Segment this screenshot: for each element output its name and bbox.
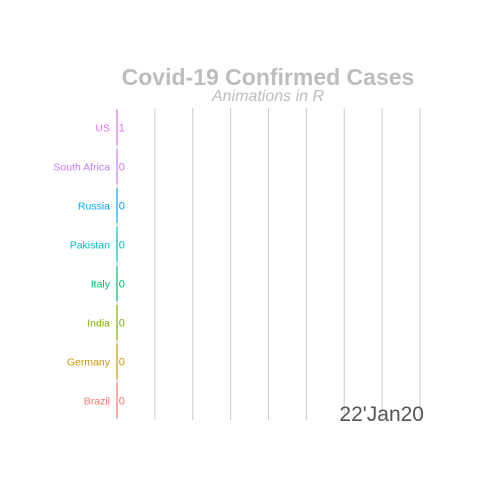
bar-south-africa (116, 148, 118, 185)
bar-india (116, 304, 118, 341)
date-label: 22'Jan20 (339, 403, 424, 426)
bar-pakistan (116, 226, 118, 263)
gridlines (116, 108, 421, 420)
category-label: Italy (91, 279, 111, 291)
chart-subtitle: Animations in R (211, 88, 324, 105)
value-label: 1 (119, 123, 125, 135)
bar-italy (116, 265, 118, 302)
bars (116, 109, 118, 419)
bar-germany (116, 343, 118, 380)
bar-brazil (116, 382, 118, 419)
bar-us (116, 109, 118, 146)
value-label: 0 (119, 318, 125, 330)
chart-title: Covid-19 Confirmed Cases (122, 64, 415, 90)
value-label: 0 (119, 162, 125, 174)
category-label: South Africa (53, 162, 110, 174)
category-label: Germany (67, 357, 111, 369)
category-label: Brazil (84, 396, 110, 408)
value-labels: 1 0 0 0 0 0 0 0 (119, 123, 125, 408)
category-label: India (87, 318, 110, 330)
value-label: 0 (119, 396, 125, 408)
category-labels: US South Africa Russia Pakistan Italy India Ge… (53, 123, 110, 408)
category-label: Russia (78, 201, 110, 213)
value-label: 0 (119, 240, 125, 252)
value-label: 0 (119, 357, 125, 369)
category-label: Pakistan (70, 240, 110, 252)
bar-russia (116, 187, 118, 224)
value-label: 0 (119, 201, 125, 213)
category-label: US (95, 123, 110, 135)
value-label: 0 (119, 279, 125, 291)
